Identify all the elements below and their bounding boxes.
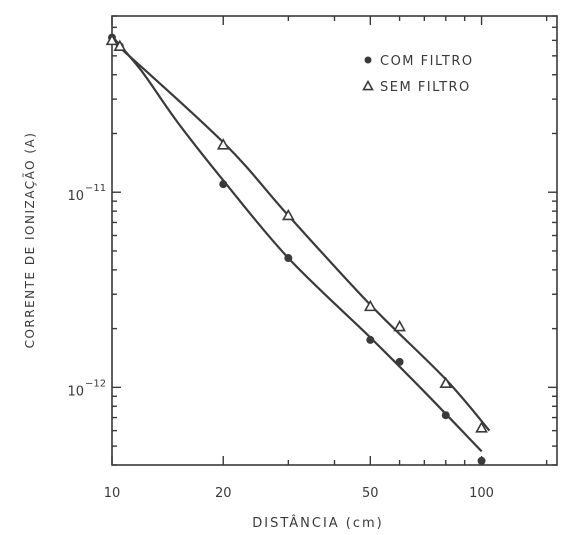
legend-label: COM FILTRO xyxy=(380,54,474,69)
x-tick-label: 20 xyxy=(215,486,232,501)
x-tick-label: 10 xyxy=(104,486,121,501)
fit-lines xyxy=(111,35,491,453)
x-axis-label: DISTÂNCIA (cm) xyxy=(252,515,384,531)
y-tick-exponent: −12 xyxy=(85,378,106,389)
data-point xyxy=(439,376,453,389)
y-tick-label: 10 xyxy=(67,189,84,204)
data-point xyxy=(393,319,406,332)
legend: COM FILTRO SEM FILTRO xyxy=(362,54,474,95)
data-points xyxy=(105,33,488,465)
plot-frame xyxy=(111,15,558,466)
data-point xyxy=(441,411,450,420)
data-point xyxy=(113,39,127,52)
data-point xyxy=(475,421,488,433)
data-point xyxy=(105,33,119,46)
data-point xyxy=(477,456,486,465)
y-axis-label: CORRENTE DE IONIZAÇÃO (A) xyxy=(22,132,37,349)
data-point xyxy=(216,138,230,150)
data-point xyxy=(366,335,375,344)
x-tick-label: 50 xyxy=(362,486,379,501)
data-point xyxy=(363,299,377,312)
data-point xyxy=(284,254,293,263)
data-point xyxy=(281,208,295,221)
y-tick-label: 10 xyxy=(67,384,84,399)
data-point xyxy=(395,357,404,366)
fit-line xyxy=(111,35,483,453)
legend-marker xyxy=(364,56,372,64)
y-tick-exponent: −11 xyxy=(85,183,106,194)
fit-line xyxy=(111,39,491,432)
x-tick-label: 100 xyxy=(469,486,494,501)
data-point xyxy=(219,180,228,189)
legend-marker xyxy=(362,79,374,91)
legend-label: SEM FILTRO xyxy=(380,80,471,95)
